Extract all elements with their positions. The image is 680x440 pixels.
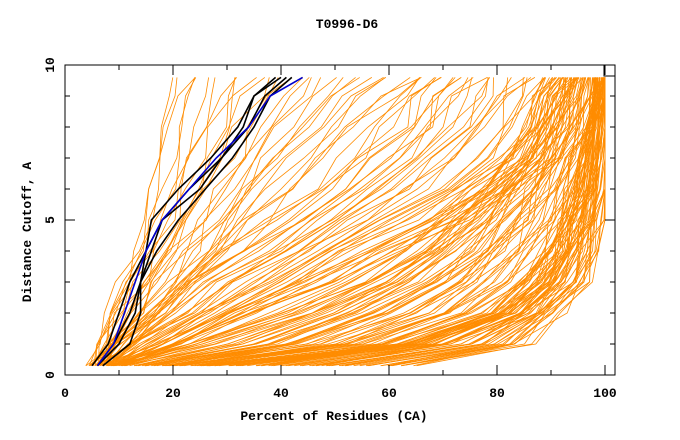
series-model-group-steep-line <box>95 77 174 366</box>
chart-title: T0996-D6 <box>316 17 379 32</box>
plot-corner-box <box>603 64 616 77</box>
x-tick-label: 100 <box>593 386 617 401</box>
series-model-group-flat-line <box>179 77 584 367</box>
series-model-group-steep-line <box>90 77 196 366</box>
series-model-group-steep-line <box>99 77 387 366</box>
y-tick-label: 5 <box>43 216 58 224</box>
series-model-group-bottom-line <box>281 77 606 367</box>
axis-ticks <box>64 64 615 376</box>
series-model-group-mid-line <box>108 77 491 367</box>
series-model-group-steep-line <box>107 77 356 366</box>
series-model-group-steep-line <box>89 77 266 366</box>
series-model-group-bottom-line <box>359 77 606 367</box>
series-model-group-flat-line <box>180 77 590 367</box>
x-tick-label: 80 <box>489 386 505 401</box>
axis-tick-labels: 0 20 40 60 80 100 0 5 10 <box>43 57 617 401</box>
series-model-group-flat-line <box>167 77 579 367</box>
series-model-group-flat-line <box>163 77 584 367</box>
series-model-group-flat-line <box>118 77 557 367</box>
series-model-group-steep-line <box>106 77 422 367</box>
series-model-group-mid-line <box>113 77 489 367</box>
series-model-group-steep-line <box>100 77 373 366</box>
series-model-group-steep-line <box>93 77 237 366</box>
series-model-group-flat-line <box>197 77 591 367</box>
x-tick-label: 20 <box>165 386 181 401</box>
series-model-group-mid-line <box>96 77 473 367</box>
series-model-group-flat-line <box>173 77 578 367</box>
series-model-group-mid-line <box>108 77 595 367</box>
series-model-group-steep-line <box>85 77 178 366</box>
series-model-group-mid-line <box>99 77 420 367</box>
series-model-group-flat-line <box>181 77 589 367</box>
series-model-group-mid-line <box>112 77 526 367</box>
series-model-group-steep-line <box>100 77 344 366</box>
series-model-group-flat-line <box>106 77 543 367</box>
series-highlight-3 <box>102 76 293 367</box>
series-model-group-mid-line <box>110 77 577 367</box>
series-model-group-flat-line <box>126 77 550 367</box>
series-model-group-steep-line <box>108 77 337 366</box>
series-model-group-flat-line <box>206 77 606 367</box>
series-model-group-mid-line <box>97 77 509 367</box>
series-highlight-4 <box>91 76 282 367</box>
series-model-group-flat-line <box>162 77 579 367</box>
series-model-group-mid-line <box>111 77 462 366</box>
series-model-group-bottom-line <box>309 77 606 367</box>
series-model-group-flat-line <box>120 77 563 367</box>
x-tick-label: 60 <box>381 386 397 401</box>
series-model-group-mid-line <box>102 77 469 367</box>
series-model-group-mid-line <box>88 77 441 367</box>
series-model-group-mid-line <box>121 77 545 367</box>
series-model-group-flat-line <box>146 77 568 367</box>
series-model-group-mid-line <box>106 77 454 366</box>
x-tick-label: 0 <box>61 386 69 401</box>
series-model-group-mid-line <box>105 77 422 366</box>
series-model-group-steep-line <box>98 77 197 366</box>
series-model-group-flat-line <box>153 77 583 367</box>
series-model-group-mid-line <box>102 77 545 367</box>
series-model-group-mid-line <box>108 77 474 366</box>
series-model-group-bottom-line <box>268 77 598 367</box>
series-model-group-flat-line <box>113 77 553 367</box>
x-tick-label: 40 <box>273 386 289 401</box>
series-reference <box>96 76 303 367</box>
x-axis-label: Percent of Residues (CA) <box>240 409 427 424</box>
y-tick-label: 0 <box>43 371 58 379</box>
series-model-group-flat-line <box>169 77 582 367</box>
series-model-group-mid-line <box>112 77 490 366</box>
series-model-group-flat-line <box>137 77 572 367</box>
series-model-group-steep-line <box>88 77 322 367</box>
series-model-group-bottom-line <box>294 77 606 367</box>
series-model-group-bottom-line <box>299 77 603 367</box>
series-model-group-flat-line <box>166 77 567 367</box>
y-axis-label: Distance Cutoff, A <box>20 162 35 303</box>
series-model-group-flat-line <box>144 77 565 367</box>
series-model-group-mid-line <box>108 77 462 366</box>
series-model-group-flat-line <box>116 77 556 367</box>
series-model-group-mid-line <box>113 77 532 367</box>
series-model-group-bottom-line <box>401 77 606 367</box>
series-model-group-mid-line <box>110 77 560 367</box>
series-model-group-mid-line <box>126 77 587 367</box>
series-model-group-flat-line <box>208 77 590 367</box>
series-model-group-mid-line <box>96 77 442 366</box>
series-model-group-steep-line <box>88 77 209 366</box>
series-model-group-flat-line <box>124 77 564 367</box>
series-model-group-flat-line <box>144 77 576 367</box>
series-model-group-steep-line <box>102 77 384 366</box>
series-model-group-bottom-line <box>366 77 606 367</box>
series-model-group-bottom-line <box>331 77 604 367</box>
series-model-group-steep-line <box>92 77 216 366</box>
y-tick-label: 10 <box>43 57 58 73</box>
series-model-group-mid-line <box>109 77 437 366</box>
series-model-group-flat-line <box>164 77 580 367</box>
series-model-group-steep-line <box>104 77 360 366</box>
plot-lines <box>85 76 606 367</box>
